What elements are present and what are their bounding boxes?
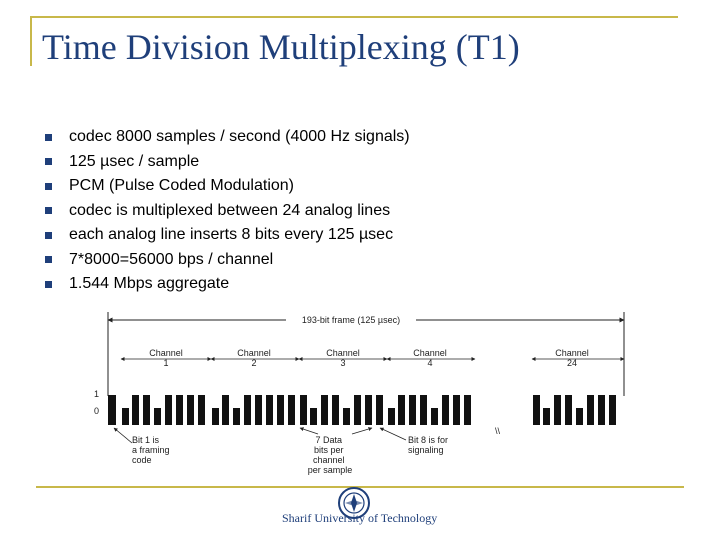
bullet-text: 125 µsec / sample — [69, 152, 200, 170]
channel-1-number: 1 — [163, 358, 168, 368]
bit-bar — [420, 395, 427, 425]
bullet-text: 7*8000=56000 bps / channel — [69, 250, 274, 268]
square-bullet-icon — [45, 182, 52, 190]
bit-bar — [332, 395, 339, 425]
bullet-text: PCM (Pulse Coded Modulation) — [69, 177, 294, 195]
signaling-bit-pointer — [379, 427, 407, 441]
square-bullet-icon — [45, 133, 52, 141]
bullet-list: codec 8000 samples / second (4000 Hz sig… — [45, 125, 410, 297]
frame-label: 193-bit frame (125 µsec) — [302, 315, 400, 325]
channel-3-bits — [300, 395, 383, 425]
square-bullet-icon — [45, 280, 52, 288]
bit-bar — [122, 408, 129, 425]
channel-2-bits — [212, 395, 295, 425]
bit-bar — [212, 408, 219, 425]
channel-3-number: 3 — [340, 358, 345, 368]
framing-bit — [108, 395, 116, 425]
square-bullet-icon — [45, 158, 52, 166]
bit-bar — [233, 408, 240, 425]
channel-4-label: Channel — [413, 348, 447, 358]
channel-4-bits — [388, 395, 471, 425]
bit-bar — [376, 395, 383, 425]
channel-1-label: Channel — [149, 348, 183, 358]
square-bullet-icon — [45, 207, 52, 215]
bit-bar — [431, 408, 438, 425]
data-bits-pointer-left — [299, 427, 319, 435]
bit-bar — [198, 395, 205, 425]
level-one-label: 1 — [94, 389, 99, 399]
bullet-text: 1.544 Mbps aggregate — [69, 275, 230, 293]
footer-institution: Sharif University of Technology — [282, 511, 438, 525]
bullet-item: codec is multiplexed between 24 analog l… — [45, 199, 410, 224]
channel-2-label: Channel — [237, 348, 271, 358]
channel-1-bits — [122, 395, 205, 425]
bit-bar — [277, 395, 284, 425]
square-bullet-icon — [45, 231, 52, 239]
bullet-text: each analog line inserts 8 bits every 12… — [69, 226, 394, 244]
bit-bar — [343, 408, 350, 425]
bit-bar — [565, 395, 572, 425]
bit-bar — [154, 408, 161, 425]
bullet-item: 7*8000=56000 bps / channel — [45, 248, 410, 273]
bit-bar — [533, 395, 540, 425]
channel-24-label: Channel — [555, 348, 589, 358]
data-bits-note: 7 Data bits per channel per sample — [308, 435, 353, 475]
bullet-item: 1.544 Mbps aggregate — [45, 272, 410, 297]
bullet-item: 125 µsec / sample — [45, 150, 410, 175]
bit-bar — [388, 408, 395, 425]
bit-bar — [464, 395, 471, 425]
bit-bar — [321, 395, 328, 425]
channel-2-number: 2 — [251, 358, 256, 368]
bit-bar — [266, 395, 273, 425]
bit-bar — [255, 395, 262, 425]
bit-bar — [442, 395, 449, 425]
bit-bar — [187, 395, 194, 425]
bit-bar — [165, 395, 172, 425]
university-seal — [338, 487, 370, 519]
bit-bar — [222, 395, 229, 425]
square-bullet-icon — [45, 256, 52, 264]
bit-bar — [409, 395, 416, 425]
bit-bar — [576, 408, 583, 425]
data-bits-pointer-right — [351, 427, 373, 435]
bit-bar — [354, 395, 361, 425]
bit-bar — [365, 395, 372, 425]
channel-24-bits — [533, 395, 616, 425]
frame-label-background — [286, 313, 416, 327]
sequence-break-mark: \\ — [495, 426, 501, 436]
bit-bar — [609, 395, 616, 425]
bullet-text: codec 8000 samples / second (4000 Hz sig… — [69, 128, 410, 146]
bit-bar — [598, 395, 605, 425]
bit-bar — [398, 395, 405, 425]
channel-24-number: 24 — [567, 358, 577, 368]
bit-bar — [300, 395, 307, 425]
bullet-item: codec 8000 samples / second (4000 Hz sig… — [45, 125, 410, 150]
bit-bar — [244, 395, 251, 425]
bit-bar — [132, 395, 139, 425]
bit-bar — [587, 395, 594, 425]
bit-bar — [554, 395, 561, 425]
slide-title: Time Division Multiplexing (T1) — [42, 27, 520, 67]
bit-bar — [310, 408, 317, 425]
framing-bit-pointer — [113, 427, 133, 444]
bit-bar — [143, 395, 150, 425]
signaling-bit-note: Bit 8 is for signaling — [408, 435, 451, 455]
bullet-text: codec is multiplexed between 24 analog l… — [69, 201, 391, 219]
framing-bit-note: Bit 1 is a framing code — [132, 435, 172, 465]
channel-4-number: 4 — [427, 358, 432, 368]
bit-bar — [453, 395, 460, 425]
title-frame-top-rule — [30, 16, 678, 18]
bit-bar — [543, 408, 550, 425]
bullet-item: PCM (Pulse Coded Modulation) — [45, 174, 410, 199]
bullet-item: each analog line inserts 8 bits every 12… — [45, 223, 410, 248]
footer-rule — [36, 486, 684, 488]
t1-frame-diagram: 193-bit frame (125 µsec) 1 0 Channel 1 C… — [94, 312, 625, 475]
channel-3-label: Channel — [326, 348, 360, 358]
level-zero-label: 0 — [94, 406, 99, 416]
bit-bar — [288, 395, 295, 425]
bit-bar — [176, 395, 183, 425]
title-frame-left-rule — [30, 16, 32, 66]
